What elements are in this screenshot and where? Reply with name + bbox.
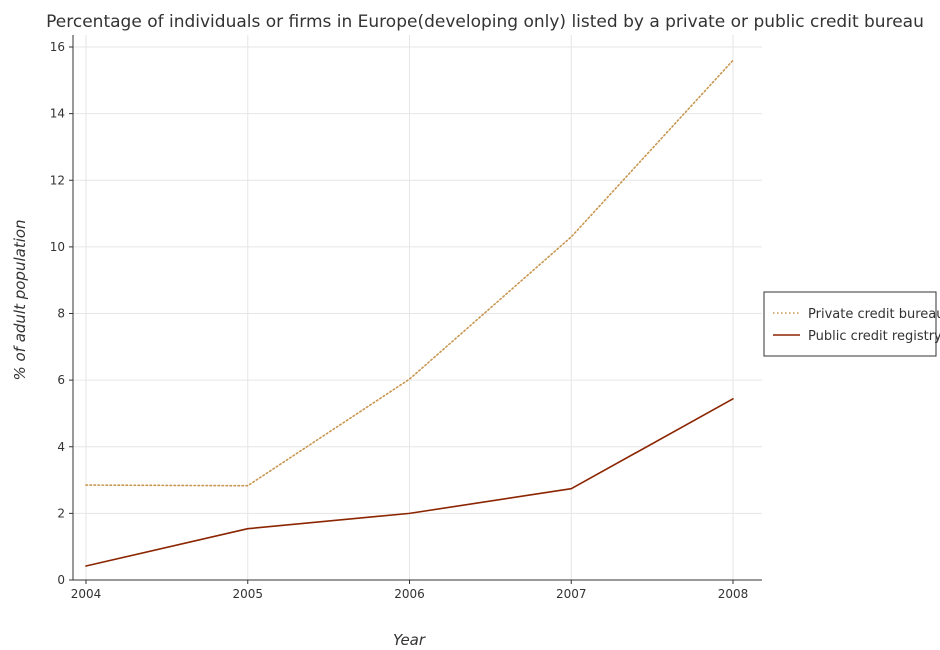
chart-title: Percentage of individuals or firms in Eu… bbox=[46, 12, 924, 32]
y-axis-label: % of adult population bbox=[11, 219, 29, 380]
tick-labels: 0 2 4 6 8 10 12 14 16 2004 2005 2006 2007 2008 bbox=[50, 40, 749, 601]
x-tick-label: 2005 bbox=[232, 587, 263, 601]
y-tick-label: 6 bbox=[57, 373, 65, 387]
y-tick-label: 8 bbox=[57, 307, 65, 321]
y-tick-label: 0 bbox=[57, 573, 65, 587]
y-tick-label: 12 bbox=[50, 173, 65, 187]
legend-label-private-credit-bureau: Private credit bureau bbox=[808, 307, 940, 322]
legend-box bbox=[763, 291, 937, 357]
x-tick-label: 2006 bbox=[394, 587, 425, 601]
y-tick-label: 10 bbox=[50, 240, 65, 254]
x-axis-label: Year bbox=[393, 631, 426, 649]
y-tick-label: 14 bbox=[50, 107, 65, 121]
legend: Private credit bureau Public credit regi… bbox=[763, 291, 940, 357]
legend-label-public-credit-registry: Public credit registry bbox=[808, 329, 940, 344]
y-tick-label: 4 bbox=[57, 440, 65, 454]
series-line-public-credit-registry bbox=[85, 397, 734, 567]
y-tick-label: 16 bbox=[50, 40, 65, 54]
axes bbox=[69, 35, 762, 584]
series bbox=[85, 59, 734, 567]
x-tick-label: 2007 bbox=[556, 587, 587, 601]
x-tick-label: 2004 bbox=[71, 587, 102, 601]
grid bbox=[73, 35, 762, 581]
x-tick-label: 2008 bbox=[718, 587, 749, 601]
series-line-private-credit-bureau bbox=[85, 59, 734, 487]
y-tick-label: 2 bbox=[57, 506, 65, 520]
